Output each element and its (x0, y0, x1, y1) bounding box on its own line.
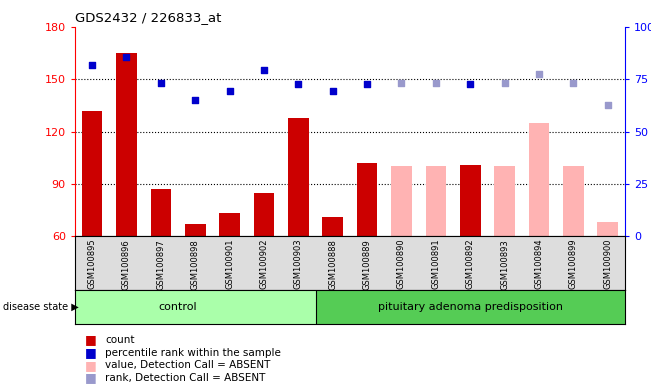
Point (293, 81, 303, 88)
Text: GSM100898: GSM100898 (191, 239, 200, 290)
Text: GSM100896: GSM100896 (122, 239, 131, 290)
Point (156, 79, 166, 86)
Text: GSM100891: GSM100891 (432, 239, 440, 290)
Text: disease state ▶: disease state ▶ (3, 302, 79, 312)
Text: ■: ■ (85, 371, 96, 384)
Bar (75, 290, 316, 324)
Text: GSM100889: GSM100889 (363, 239, 372, 290)
Point (362, 81, 372, 88)
Text: GSM100902: GSM100902 (260, 239, 268, 290)
Point (603, 102, 613, 108)
Text: GSM100888: GSM100888 (328, 239, 337, 290)
Point (190, 97, 201, 103)
Point (121, 53, 132, 60)
Bar (150, 189, 171, 236)
Bar (322, 217, 343, 236)
Bar (426, 166, 446, 236)
Text: GSM100890: GSM100890 (397, 239, 406, 290)
Bar (185, 224, 206, 236)
Text: GDS2432 / 226833_at: GDS2432 / 226833_at (75, 11, 221, 24)
Bar (316, 290, 625, 324)
Point (396, 79, 407, 86)
Bar (494, 166, 515, 236)
Bar (529, 123, 549, 236)
Text: GSM100893: GSM100893 (500, 239, 509, 290)
Text: GSM100895: GSM100895 (87, 239, 96, 290)
Point (568, 79, 579, 86)
Bar (82, 111, 102, 236)
Bar (598, 222, 618, 236)
Text: control: control (159, 302, 197, 312)
Text: GSM100894: GSM100894 (534, 239, 544, 290)
Text: GSM100892: GSM100892 (465, 239, 475, 290)
Point (225, 88, 235, 94)
Bar (460, 165, 480, 236)
Text: ■: ■ (85, 359, 96, 372)
Point (431, 79, 441, 86)
Text: GSM100899: GSM100899 (569, 239, 578, 290)
Point (499, 79, 510, 86)
Text: GSM100903: GSM100903 (294, 239, 303, 290)
Point (258, 68, 269, 74)
Text: GSM100900: GSM100900 (603, 239, 613, 290)
Bar (357, 163, 378, 236)
Text: GSM100897: GSM100897 (156, 239, 165, 290)
Text: ■: ■ (85, 346, 96, 359)
Text: rank, Detection Call = ABSENT: rank, Detection Call = ABSENT (105, 373, 266, 383)
Point (465, 81, 475, 88)
Point (534, 71, 544, 77)
Point (87, 62, 97, 68)
Bar (116, 53, 137, 236)
Text: GSM100901: GSM100901 (225, 239, 234, 290)
Text: ■: ■ (85, 333, 96, 346)
Text: value, Detection Call = ABSENT: value, Detection Call = ABSENT (105, 360, 271, 370)
Text: percentile rank within the sample: percentile rank within the sample (105, 348, 281, 358)
Bar (254, 192, 274, 236)
Text: count: count (105, 335, 135, 345)
Bar (219, 214, 240, 236)
Point (327, 88, 338, 94)
Bar (391, 166, 412, 236)
Bar (288, 118, 309, 236)
Bar (563, 166, 584, 236)
Text: pituitary adenoma predisposition: pituitary adenoma predisposition (378, 302, 562, 312)
